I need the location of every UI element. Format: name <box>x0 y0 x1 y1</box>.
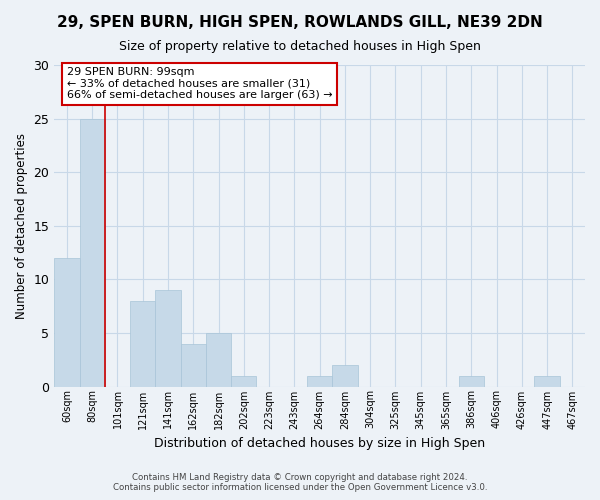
Bar <box>458 376 484 386</box>
Text: 29 SPEN BURN: 99sqm
← 33% of detached houses are smaller (31)
66% of semi-detach: 29 SPEN BURN: 99sqm ← 33% of detached ho… <box>67 67 332 100</box>
Bar <box>54 258 80 386</box>
Bar <box>206 333 231 386</box>
X-axis label: Distribution of detached houses by size in High Spen: Distribution of detached houses by size … <box>154 437 485 450</box>
Bar <box>535 376 560 386</box>
Bar <box>332 365 358 386</box>
Bar <box>307 376 332 386</box>
Bar <box>181 344 206 386</box>
Bar <box>130 301 155 386</box>
Text: Contains HM Land Registry data © Crown copyright and database right 2024.
Contai: Contains HM Land Registry data © Crown c… <box>113 473 487 492</box>
Text: 29, SPEN BURN, HIGH SPEN, ROWLANDS GILL, NE39 2DN: 29, SPEN BURN, HIGH SPEN, ROWLANDS GILL,… <box>57 15 543 30</box>
Y-axis label: Number of detached properties: Number of detached properties <box>15 133 28 319</box>
Bar <box>80 118 105 386</box>
Bar <box>231 376 256 386</box>
Text: Size of property relative to detached houses in High Spen: Size of property relative to detached ho… <box>119 40 481 53</box>
Bar <box>155 290 181 386</box>
